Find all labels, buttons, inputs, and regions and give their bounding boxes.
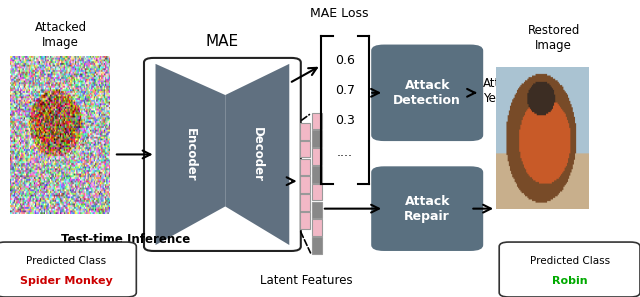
Text: MAE Loss: MAE Loss [310,7,369,20]
Bar [312,130,322,147]
Bar [312,184,322,200]
Text: Robin: Robin [552,276,588,286]
Text: Attack
Repair: Attack Repair [404,195,450,223]
Bar [300,159,310,175]
Text: Attack?
Yes or No: Attack? Yes or No [483,77,538,105]
Text: Predicted Class: Predicted Class [529,256,610,266]
FancyBboxPatch shape [371,166,483,251]
Text: Predicted Class: Predicted Class [26,256,106,266]
Bar [300,212,310,229]
FancyBboxPatch shape [144,58,301,251]
Bar [300,176,310,193]
Text: Encoder: Encoder [184,128,196,181]
Bar [312,113,322,129]
Bar [300,123,310,140]
Bar [312,148,322,165]
Text: MAE: MAE [206,34,239,49]
Bar [300,141,310,157]
FancyBboxPatch shape [0,242,136,297]
Bar [312,237,322,254]
Text: Latent Features: Latent Features [260,274,352,287]
Text: Attack
Detection: Attack Detection [393,79,461,107]
Text: 0.7: 0.7 [335,84,355,97]
Polygon shape [156,64,225,245]
Bar [312,202,322,218]
Bar [300,194,310,211]
Text: ....: .... [337,146,353,159]
FancyBboxPatch shape [499,242,640,297]
Text: 0.3: 0.3 [335,114,355,127]
Text: Decoder: Decoder [251,127,264,182]
Bar [312,219,322,236]
Text: Attacked
Image: Attacked Image [35,21,87,49]
Text: Spider Monkey: Spider Monkey [20,276,112,286]
Text: Restored
Image: Restored Image [527,24,580,52]
Text: 0.6: 0.6 [335,54,355,67]
FancyBboxPatch shape [371,45,483,141]
Bar [312,166,322,183]
Polygon shape [225,64,289,245]
Text: Test-time Inference: Test-time Inference [61,233,190,246]
